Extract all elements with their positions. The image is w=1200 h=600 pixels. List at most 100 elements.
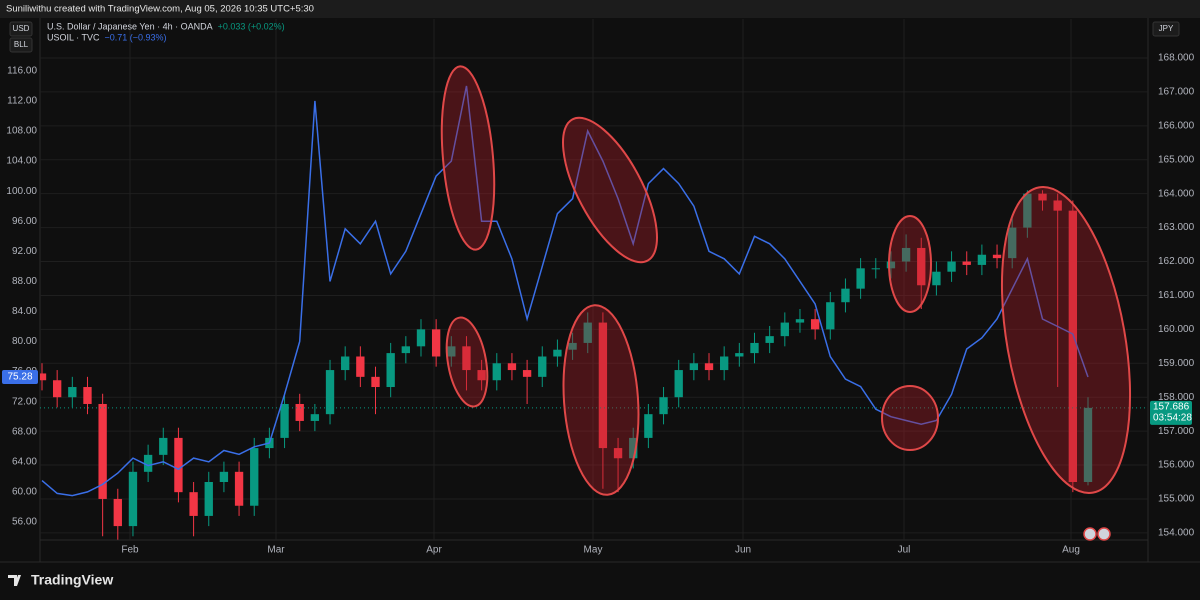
y-tick-label: 68.00 <box>12 426 37 437</box>
candle-body <box>689 363 699 371</box>
candle-body <box>477 370 486 381</box>
candle-body <box>735 353 744 357</box>
candle-body <box>629 437 638 459</box>
candle-body <box>765 336 774 343</box>
x-tick-label: Mar <box>267 545 285 556</box>
x-tick-label: Jul <box>898 545 911 556</box>
x-tick-label: May <box>584 545 603 556</box>
highlight <box>445 316 489 408</box>
event-icon[interactable] <box>1083 527 1097 541</box>
y-tick-label: 84.00 <box>12 306 37 317</box>
candle-body <box>219 471 229 482</box>
candle-body <box>780 322 789 337</box>
y-tick-label: 92.00 <box>12 246 37 257</box>
y-tick-label: 108.00 <box>6 126 37 137</box>
candle-body <box>492 363 501 381</box>
candle-body <box>371 376 380 388</box>
candle-body <box>826 302 835 330</box>
candle-body <box>431 329 441 357</box>
candle-body <box>856 268 865 289</box>
candle-body <box>40 373 47 381</box>
axis-badge[interactable] <box>9 37 33 53</box>
logo: TradingView <box>8 572 113 588</box>
overlay: 56.0060.0064.0068.0072.0076.0080.0084.00… <box>2 21 1195 556</box>
y2-tick-label: 164.000 <box>1158 188 1195 199</box>
candle-body <box>1053 200 1062 211</box>
legend-change: −0.71 (−0.93%) <box>105 32 167 42</box>
y-tick-label: 60.00 <box>12 487 37 498</box>
y-tick-label: 104.00 <box>6 156 37 167</box>
candle-body <box>401 346 410 354</box>
x-tick-label: Apr <box>426 545 442 556</box>
candle-body <box>83 387 92 404</box>
candle-body <box>310 414 320 421</box>
highlight <box>562 304 640 496</box>
x-tick-label: Aug <box>1062 545 1080 556</box>
candle-body <box>659 397 668 415</box>
candle-body <box>644 414 653 438</box>
candle-body <box>841 288 850 303</box>
axis-badge[interactable] <box>1152 21 1180 37</box>
logo-text: TradingView <box>31 572 113 588</box>
candle-body <box>553 349 562 357</box>
candle-body <box>901 247 911 262</box>
candle-body <box>98 403 107 499</box>
y2-tick-label: 156.000 <box>1158 460 1195 471</box>
highlight <box>440 65 496 251</box>
y2-tick-label: 167.000 <box>1158 87 1195 98</box>
candle-body <box>947 261 956 272</box>
candle-body <box>386 353 395 388</box>
y-tick-label: 100.00 <box>6 186 37 197</box>
candle-body <box>992 254 1002 259</box>
legend-name: U.S. Dollar / Japanese Yen · 4h · OANDA <box>47 21 213 31</box>
y2-tick-label: 165.000 <box>1158 154 1195 165</box>
axis-badge[interactable] <box>9 21 33 37</box>
candle-body <box>68 387 77 398</box>
candle-body <box>1068 210 1078 482</box>
candle-body <box>416 329 426 347</box>
legend-change: +0.033 (+0.02%) <box>218 21 285 31</box>
countdown-label: 03:54:28 <box>1153 412 1192 423</box>
candle-body <box>1083 407 1093 482</box>
candle-body <box>447 346 456 357</box>
candle-body <box>886 261 896 269</box>
candle-body <box>174 437 183 493</box>
candle-body <box>143 454 153 472</box>
y-tick-label: 116.00 <box>7 66 37 77</box>
candle-body <box>583 322 592 343</box>
y2-tick-label: 155.000 <box>1158 494 1195 505</box>
candle-body <box>962 261 971 265</box>
y2-tick-label: 168.000 <box>1158 53 1195 64</box>
y2-tick-label: 161.000 <box>1158 290 1195 301</box>
candle-body <box>462 346 471 371</box>
axis-unit[interactable]: BLL <box>14 40 29 49</box>
y2-tick-label: 159.000 <box>1158 358 1195 369</box>
event-icon[interactable] <box>1097 527 1111 541</box>
y-tick-label: 64.00 <box>12 456 37 467</box>
highlight <box>881 385 939 451</box>
candle-body <box>932 271 941 286</box>
axis-unit[interactable]: USD <box>13 24 30 33</box>
y-tick-label: 112.00 <box>7 96 37 107</box>
y2-tick-label: 166.000 <box>1158 120 1195 131</box>
candle-body <box>538 356 547 377</box>
candle-body <box>159 437 168 455</box>
candle-body <box>234 471 244 506</box>
highlight <box>562 116 658 264</box>
y2-tick-label: 163.000 <box>1158 222 1195 233</box>
price-label: 157.686 <box>1153 401 1190 412</box>
y2-tick-label: 160.000 <box>1158 324 1195 335</box>
candle-body <box>356 356 365 377</box>
candle-body <box>795 319 805 323</box>
candle-body <box>674 370 683 398</box>
candle-body <box>720 356 729 371</box>
logo-mark <box>8 575 21 586</box>
x-tick-label: Feb <box>121 545 139 556</box>
legend-name: USOIL · TVC <box>47 32 100 42</box>
price-label: 75.28 <box>7 372 32 383</box>
axis-unit[interactable]: JPY <box>1159 24 1174 33</box>
header-text: Suniliwithu created with TradingView.com… <box>6 4 314 15</box>
candle-body <box>128 471 138 527</box>
candle-body <box>1023 193 1032 228</box>
